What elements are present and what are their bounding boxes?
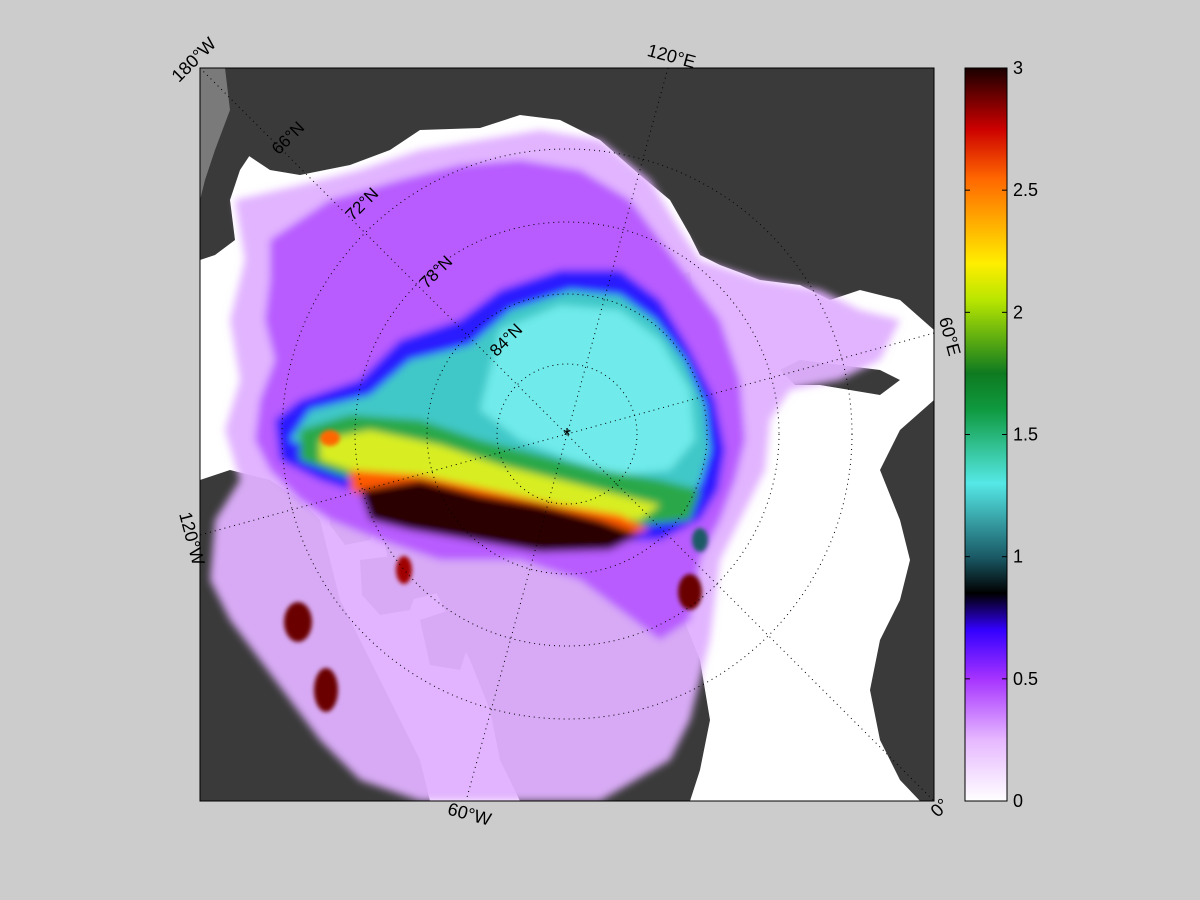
colorbar-tick-label: 2.5: [1013, 180, 1038, 200]
ice-patch-4: [396, 556, 412, 584]
lat-circle-84n: [496, 363, 638, 505]
lon-label-120e: 120°E: [645, 40, 698, 72]
colorbar-tick-label: 0: [1013, 791, 1023, 811]
ice-thickness-field: [210, 130, 900, 801]
latitude-labels: 66°N 72°N 78°N 84°N: [268, 118, 526, 360]
meridian-60e-120w: [200, 332, 934, 536]
ice-thick-patches: [284, 430, 708, 712]
ice-patch-3: [678, 574, 702, 610]
lat-circle-78n: [426, 293, 708, 575]
lon-label-60w: 60°W: [446, 799, 494, 830]
ice-patch-6: [320, 430, 340, 446]
ice-patch-5: [692, 528, 708, 552]
colorbar-ticks: 0 0.5 1 1.5 2 2.5 3: [965, 58, 1038, 811]
colorbar-tick-label: 0.5: [1013, 669, 1038, 689]
colorbar-tick-label: 1.5: [1013, 425, 1038, 445]
ice-thickest: [360, 480, 640, 552]
colorbar: 0 0.5 1 1.5 2 2.5 3: [964, 58, 1038, 811]
lat-circle-72n: [354, 221, 780, 647]
colorbar-tick-label: 3: [1013, 58, 1023, 78]
land-alaska-grey: [200, 68, 230, 200]
north-pole-marker: *: [563, 425, 571, 447]
colorbar-tick-label: 1: [1013, 547, 1023, 567]
map-frame: [199, 67, 935, 802]
land-eurasia: [200, 68, 934, 330]
graticule: [200, 68, 934, 801]
colorbar-bar: [964, 67, 1008, 802]
land-scandinavia: [870, 330, 934, 801]
map-area: 66°N 72°N 78°N 84°N *: [200, 68, 934, 801]
ice-yellow: [320, 430, 660, 520]
ice-patch-2: [314, 668, 338, 712]
colorbar-tick-label: 2: [1013, 302, 1023, 322]
ice-patch-1: [284, 602, 312, 642]
lon-label-60e: 60°E: [935, 315, 964, 358]
lat-circle-66n: [281, 148, 853, 720]
ice-cyan: [480, 305, 695, 475]
